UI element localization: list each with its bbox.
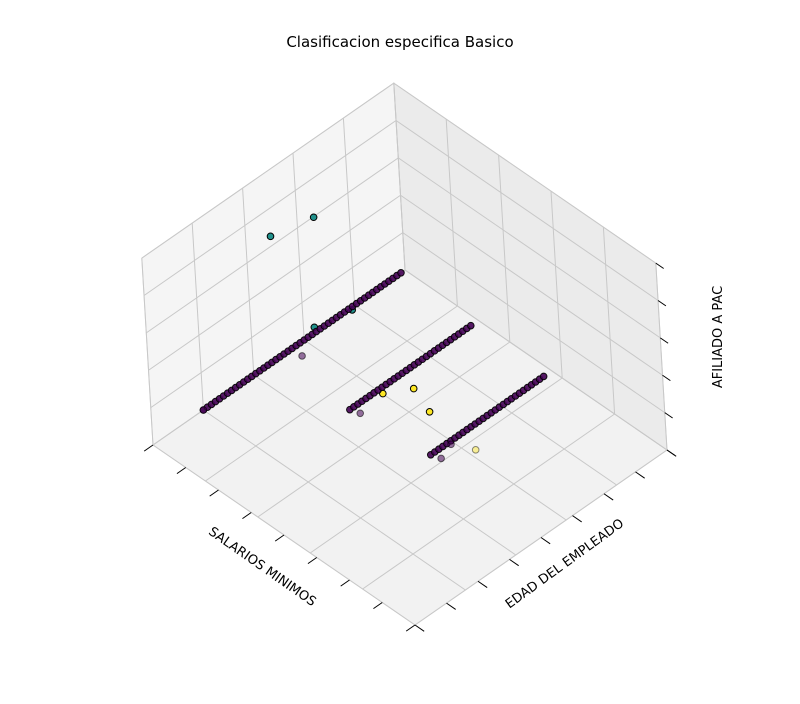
grid-line bbox=[253, 374, 517, 556]
grid-line bbox=[141, 258, 154, 446]
grid-line bbox=[148, 194, 401, 371]
grid-line bbox=[655, 263, 668, 451]
grid-line bbox=[309, 377, 563, 554]
grid-line bbox=[362, 413, 615, 590]
z-tick bbox=[664, 412, 673, 419]
grid-line bbox=[145, 157, 399, 334]
grid-line bbox=[404, 269, 668, 451]
x-tick bbox=[307, 557, 318, 565]
data-point bbox=[467, 321, 475, 330]
data-point bbox=[309, 213, 318, 222]
grid-line bbox=[550, 191, 563, 379]
data-point bbox=[397, 269, 405, 277]
grid-line bbox=[143, 120, 397, 296]
data-point bbox=[437, 454, 445, 463]
z-tick bbox=[655, 262, 664, 269]
y-tick bbox=[603, 493, 614, 501]
grid-line bbox=[445, 119, 458, 307]
grid-line bbox=[303, 339, 567, 521]
grid-line bbox=[205, 305, 458, 482]
x-tick bbox=[340, 579, 350, 587]
grid-line bbox=[397, 157, 661, 339]
z-axis-label: AFILIADO A PAC bbox=[711, 286, 726, 388]
grid-line bbox=[150, 232, 404, 409]
x-tick bbox=[176, 467, 187, 475]
grid-line bbox=[400, 194, 663, 376]
grid-line bbox=[393, 83, 406, 271]
data-point bbox=[266, 232, 275, 241]
z-tick bbox=[657, 300, 667, 307]
grid-line bbox=[292, 153, 305, 341]
y-tick bbox=[540, 537, 551, 545]
grid-line bbox=[498, 155, 511, 343]
y-tick bbox=[572, 515, 582, 523]
x-tick bbox=[405, 624, 416, 632]
x-tick bbox=[373, 602, 383, 610]
data-point bbox=[471, 446, 480, 454]
y-tick bbox=[509, 558, 519, 567]
data-point bbox=[447, 440, 455, 449]
data-point bbox=[409, 384, 418, 393]
x-tick bbox=[242, 512, 252, 520]
data-points bbox=[199, 213, 548, 463]
grid-line bbox=[191, 223, 204, 411]
grid-line bbox=[141, 82, 395, 259]
grid-line bbox=[602, 227, 616, 415]
grid-line bbox=[354, 304, 617, 486]
z-tick bbox=[659, 337, 669, 344]
grid-line bbox=[395, 120, 659, 301]
x-tick bbox=[143, 444, 154, 452]
y-tick bbox=[477, 580, 488, 588]
data-point bbox=[356, 409, 365, 418]
grid-line bbox=[342, 118, 356, 306]
x-tick bbox=[274, 534, 285, 542]
data-point bbox=[298, 352, 306, 360]
z-tick bbox=[662, 374, 671, 382]
y-tick bbox=[446, 602, 456, 610]
y-tick bbox=[635, 471, 645, 479]
grid-line bbox=[242, 188, 255, 376]
grid-line bbox=[402, 232, 666, 414]
x-tick bbox=[209, 489, 219, 497]
grid-line bbox=[203, 409, 466, 591]
z-tick bbox=[666, 449, 676, 456]
data-point bbox=[199, 406, 208, 414]
axis-ticks bbox=[143, 262, 677, 632]
data-point bbox=[425, 408, 434, 416]
grid-line bbox=[257, 341, 511, 518]
chart-title: Clasificacion especifica Basico bbox=[286, 33, 514, 51]
data-point bbox=[539, 372, 548, 381]
grid-line bbox=[393, 82, 657, 264]
y-tick bbox=[414, 624, 425, 632]
